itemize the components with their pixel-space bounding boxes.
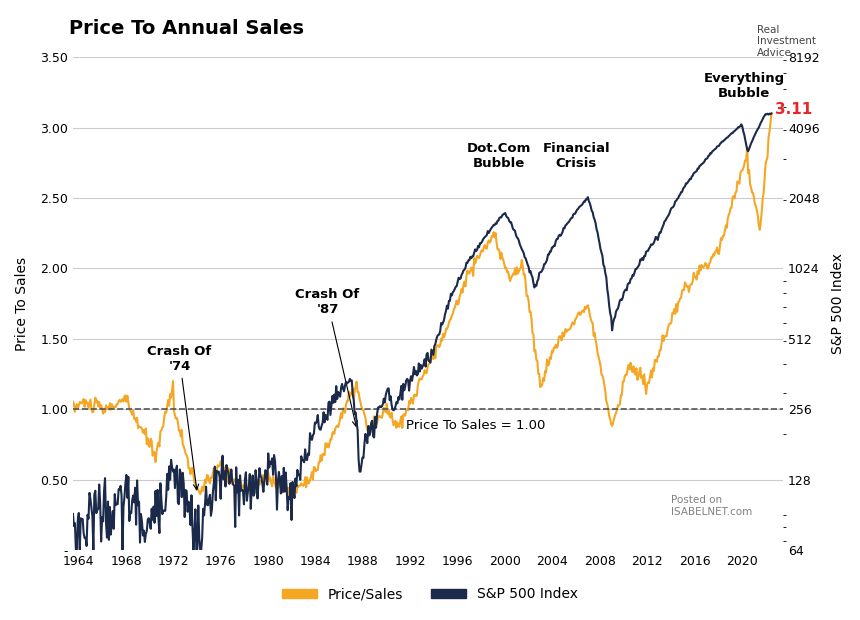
S&P 500 Index xyxy=(82,542,92,549)
Price/Sales xyxy=(152,442,163,450)
Text: Price To Sales = 1.00: Price To Sales = 1.00 xyxy=(406,419,545,432)
Text: Dot.Com
Bubble: Dot.Com Bubble xyxy=(467,142,531,170)
Legend: Price/Sales, S&P 500 Index: Price/Sales, S&P 500 Index xyxy=(277,582,583,607)
S&P 500 Index xyxy=(261,468,272,476)
S&P 500 Index xyxy=(68,510,78,518)
Price/Sales xyxy=(508,270,519,278)
Price/Sales xyxy=(224,464,234,472)
Text: Everything
Bubble: Everything Bubble xyxy=(703,72,785,100)
Price/Sales xyxy=(285,494,295,501)
Text: Financial
Crisis: Financial Crisis xyxy=(543,142,610,170)
Line: S&P 500 Index: S&P 500 Index xyxy=(73,113,771,550)
S&P 500 Index xyxy=(508,225,519,232)
Price/Sales xyxy=(766,109,777,117)
Text: 3.11: 3.11 xyxy=(775,102,812,117)
Price/Sales xyxy=(81,396,91,404)
Price/Sales xyxy=(261,471,271,478)
Text: Posted on
ISABELNET.com: Posted on ISABELNET.com xyxy=(671,495,752,516)
Y-axis label: Price To Sales: Price To Sales xyxy=(15,257,29,351)
S&P 500 Index xyxy=(528,280,538,287)
Text: Crash Of
'74: Crash Of '74 xyxy=(147,345,212,490)
Y-axis label: S&P 500 Index: S&P 500 Index xyxy=(831,253,845,354)
Text: Crash Of
'87: Crash Of '87 xyxy=(295,288,359,427)
S&P 500 Index xyxy=(153,515,163,522)
Price/Sales xyxy=(528,330,538,338)
S&P 500 Index xyxy=(224,480,235,487)
S&P 500 Index xyxy=(766,110,777,117)
Text: Price To Annual Sales: Price To Annual Sales xyxy=(69,19,304,38)
S&P 500 Index xyxy=(71,546,81,554)
Text: Real
Investment
Advice: Real Investment Advice xyxy=(757,25,816,58)
Line: Price/Sales: Price/Sales xyxy=(73,113,771,497)
Price/Sales xyxy=(68,398,78,405)
